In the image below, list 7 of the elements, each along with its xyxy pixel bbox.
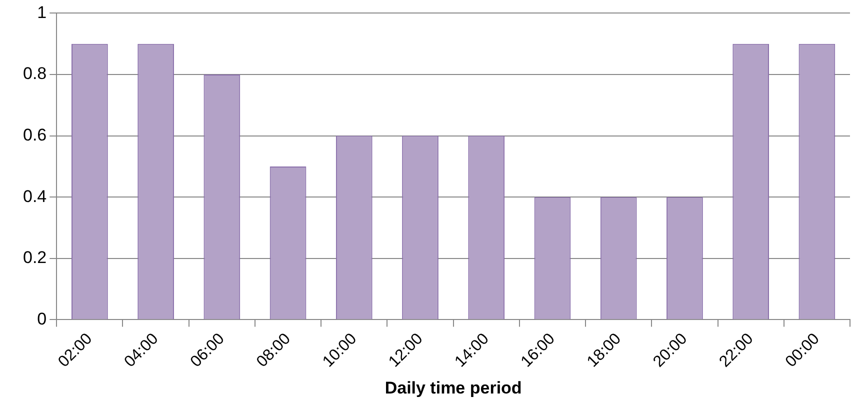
y-tick-label: 1 xyxy=(37,2,47,22)
y-tick-label: 0.2 xyxy=(22,248,47,268)
y-tick-label: 0.8 xyxy=(22,64,47,84)
y-tick-label: 0.6 xyxy=(22,125,47,144)
y-tick-label: 0.4 xyxy=(22,186,47,206)
x-axis-title: Daily time period xyxy=(384,378,522,398)
y-tick-label: 0 xyxy=(37,309,47,328)
